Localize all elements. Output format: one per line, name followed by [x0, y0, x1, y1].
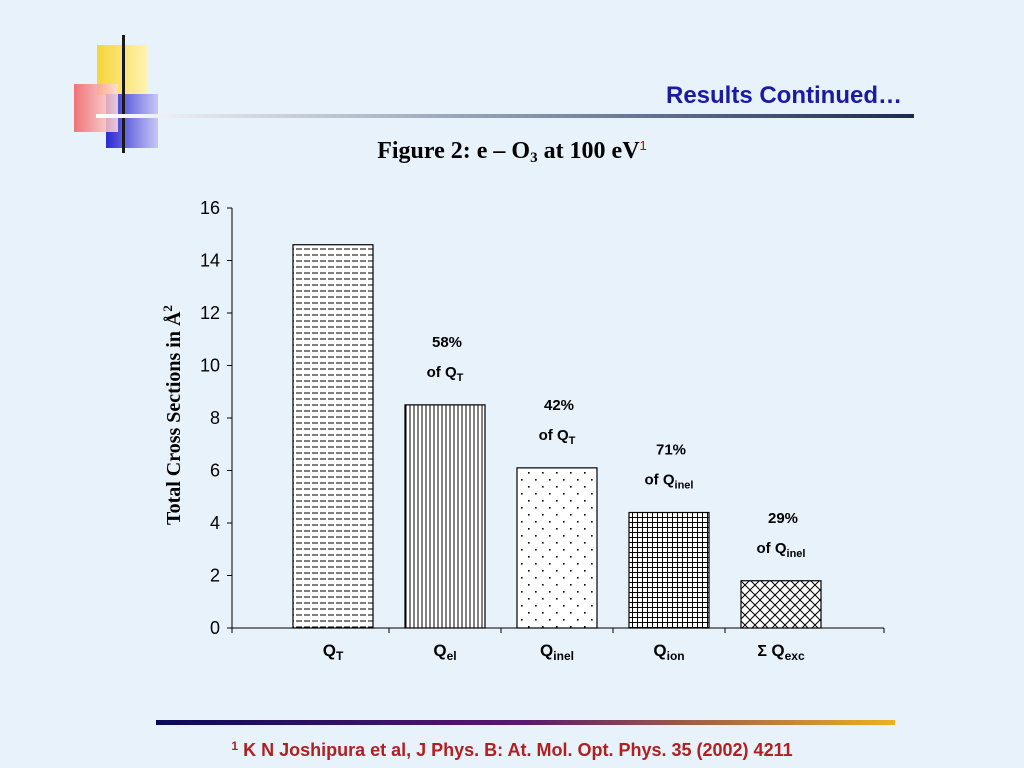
bar [292, 244, 374, 629]
y-axis-label-superscript: 2 [160, 305, 175, 312]
category-label: Qion [653, 641, 684, 663]
annotation-percent: 58% [432, 334, 462, 351]
annotation-of: of QT [539, 427, 576, 447]
annotation-of: of Qinel [645, 472, 694, 492]
slide-title: Results Continued… [665, 82, 902, 109]
annotation-percent: 71% [656, 442, 686, 459]
annotation-percent: 29% [768, 510, 798, 527]
y-tick-label: 4 [210, 513, 220, 533]
y-tick-label: 8 [210, 408, 220, 428]
y-axis-label-text: Total Cross Sections in Å [162, 311, 185, 525]
title-underline [96, 114, 914, 118]
y-tick-label: 2 [210, 566, 220, 586]
y-tick-label: 16 [200, 198, 220, 218]
x-axis [231, 627, 885, 633]
decorative-vertical-line [122, 35, 125, 153]
y-tick-label: 12 [200, 303, 220, 323]
category-labels: QT Qel Qinel Qion Σ Qexc [323, 641, 805, 663]
annotation-percent: 42% [544, 397, 574, 414]
y-tick-label: 6 [210, 461, 220, 481]
figure-title-footnote-ref: 1 [639, 138, 647, 153]
category-label: Qel [433, 641, 456, 663]
annotation-of: of QT [427, 364, 464, 384]
category-label: QT [323, 641, 344, 663]
y-tick-label: 0 [210, 618, 220, 638]
annotation-of: of Qinel [757, 540, 806, 560]
figure-title-suffix: at 100 eV [537, 138, 640, 164]
figure-title-subscript: 3 [530, 150, 538, 166]
bar [404, 404, 486, 629]
bar [628, 511, 710, 629]
category-label: Σ Qexc [757, 641, 805, 663]
footnote-marker: 1 [231, 739, 239, 753]
bar [516, 467, 598, 629]
footnote-text: K N Joshipura et al, J Phys. B: At. Mol.… [243, 740, 793, 760]
y-axis-label: Total Cross Sections in Å2 [160, 305, 185, 525]
y-tick-label: 14 [200, 251, 220, 271]
bars [292, 244, 822, 629]
footnote: 1 K N Joshipura et al, J Phys. B: At. Mo… [0, 739, 1024, 761]
y-tick-label: 10 [200, 356, 220, 376]
figure-title: Figure 2: e – O3 at 100 eV1 [0, 138, 1024, 167]
y-axis: 0 2 4 6 8 10 12 14 16 [200, 198, 233, 638]
decorative-red-square [74, 84, 118, 132]
bottom-divider [156, 720, 895, 725]
figure-title-prefix: Figure 2: e – O [377, 138, 531, 164]
bar [740, 580, 822, 629]
bar-annotations: 58% of QT 42% of QT 71% of Qinel 29% of Qinel [427, 334, 806, 560]
category-label: Qinel [540, 641, 574, 663]
